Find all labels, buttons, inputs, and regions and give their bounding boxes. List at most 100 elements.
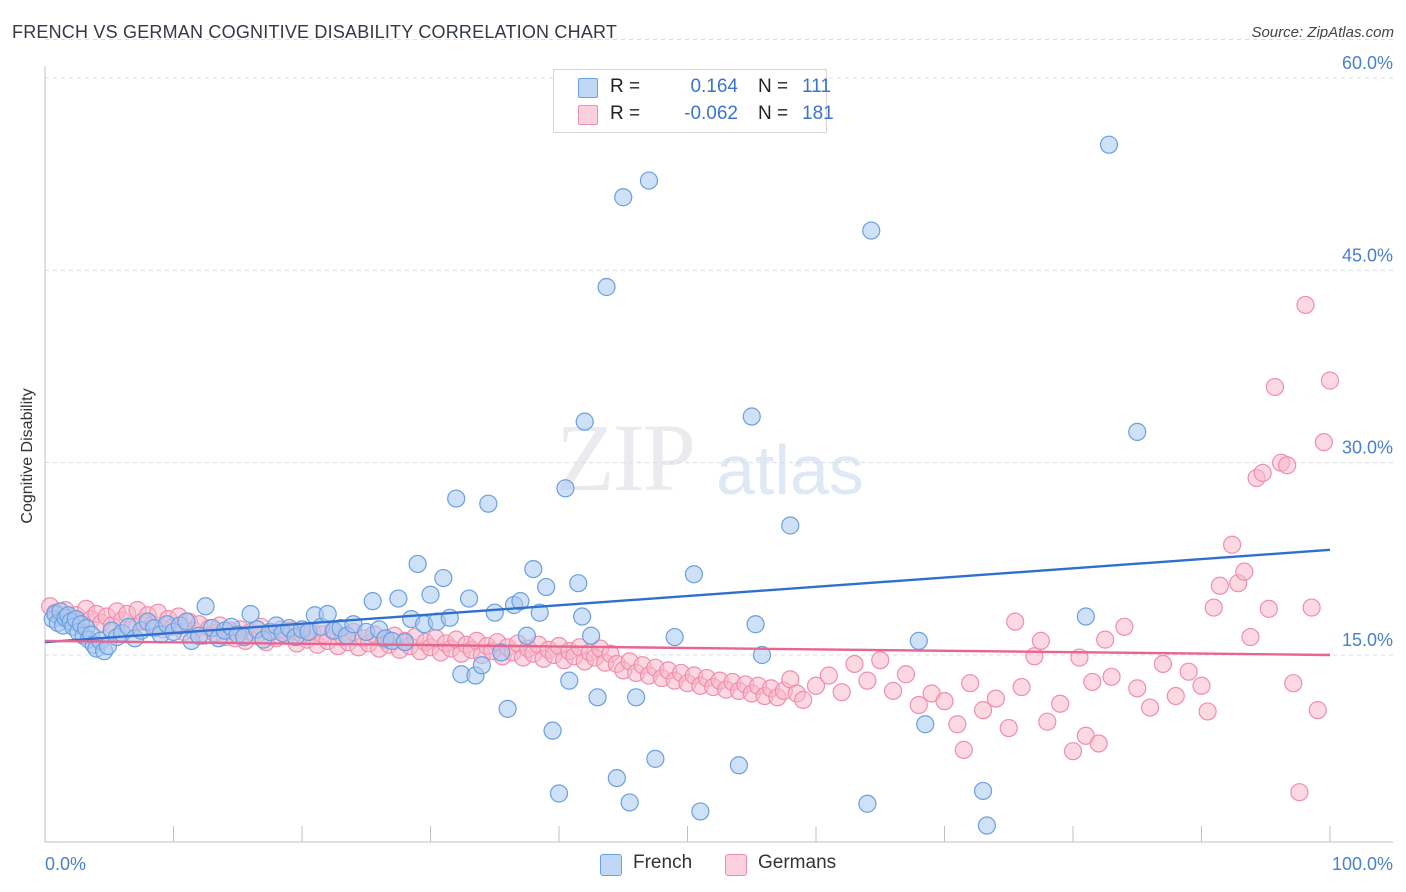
germans-point [883,681,903,701]
french-point [1128,422,1147,441]
germans-point [1302,598,1321,617]
french-point [575,412,594,431]
french-point [556,479,575,498]
germans-point [1128,679,1147,698]
french-point [537,577,556,597]
french-point [318,604,337,624]
germans-point [1051,694,1070,713]
germans-point [896,665,916,684]
legend-r-label: R = [610,76,641,97]
y-tick-label: 15.0% [1342,630,1393,650]
source-label: Source: ZipAtlas.com [1251,24,1394,41]
french-point [620,793,639,812]
germans-point [1235,562,1254,581]
french-point [524,559,543,579]
germans-point [1241,627,1260,647]
legend-r-value: -0.062 [684,103,738,124]
french-swatch [578,78,598,98]
germans-point [1096,630,1115,649]
legend-n-label: N = [758,103,789,124]
french-point [511,592,530,611]
french-point [363,592,382,611]
germans-point [819,666,838,685]
germans-point [1038,712,1057,731]
french-point [909,631,928,650]
french-point [196,597,215,616]
french-point [421,585,440,604]
french-point [614,188,633,207]
legend-r-value: 0.164 [690,76,738,97]
french-point [1076,607,1095,626]
germans-point [973,701,993,720]
correlation-legend: R = 0.164 N = 111 R = -0.062 N = 181 [553,69,834,133]
germans-point [1210,576,1229,595]
germans-point [1259,599,1278,618]
germans-point [1204,598,1223,617]
french-point [395,633,414,652]
germans-point [1265,377,1285,397]
french-point [569,574,588,593]
germans-point [948,715,967,734]
french-point [691,802,710,821]
french-points [43,135,1147,835]
french-point [447,489,466,508]
germans-point [871,651,890,670]
germans-point [1278,456,1297,475]
germans-point [1222,535,1242,554]
axes [44,66,1393,843]
germans-point [935,692,954,711]
germans-point [1179,662,1198,681]
french-point [549,784,569,803]
french-point [389,589,408,608]
germans-point [999,718,1018,738]
french-point [684,565,704,584]
germans-point [1320,371,1340,390]
french-point [459,589,479,608]
germans-legend-label: Germans [758,852,837,873]
french-point [858,794,877,813]
french-point [408,554,427,574]
germans-point [1083,672,1102,692]
french-point [742,407,761,426]
germans-point [1006,612,1025,631]
french-point [626,688,646,707]
french-point [607,768,626,788]
french-point [573,607,592,626]
legend-n-value: 111 [802,76,831,97]
french-point [560,671,579,690]
french-point [498,699,517,718]
germans-point [1314,433,1333,452]
germans-point [832,683,851,702]
french-point [479,494,498,513]
legend-n-value: 181 [802,103,834,124]
germans-point [1290,783,1309,802]
french-point [241,604,260,624]
french-point [746,615,765,634]
germans-point [909,695,928,715]
germans-point [1253,463,1272,483]
y-tick-label: 60.0% [1342,53,1393,73]
french-point [862,221,881,240]
chart-title: FRENCH VS GERMAN COGNITIVE DISABILITY CO… [12,22,618,42]
french-legend-label: French [633,852,693,873]
french-point [472,656,491,675]
germans-point [845,654,864,674]
germans-point [1284,674,1303,693]
germans-point [1102,667,1121,686]
french-point [588,688,607,707]
french-point [752,645,772,665]
french-point [485,603,504,622]
french-point [434,568,453,588]
germans-point [1192,676,1211,695]
french-point [639,171,659,190]
watermark-atlas: atlas [716,431,864,509]
germans-point [1025,647,1044,666]
french-point [916,715,935,734]
germans-swatch [578,105,598,125]
germans-point [1296,295,1315,315]
french-point [977,816,997,835]
french-point [543,721,562,740]
germans-point [1115,617,1134,636]
french-point [665,627,684,647]
